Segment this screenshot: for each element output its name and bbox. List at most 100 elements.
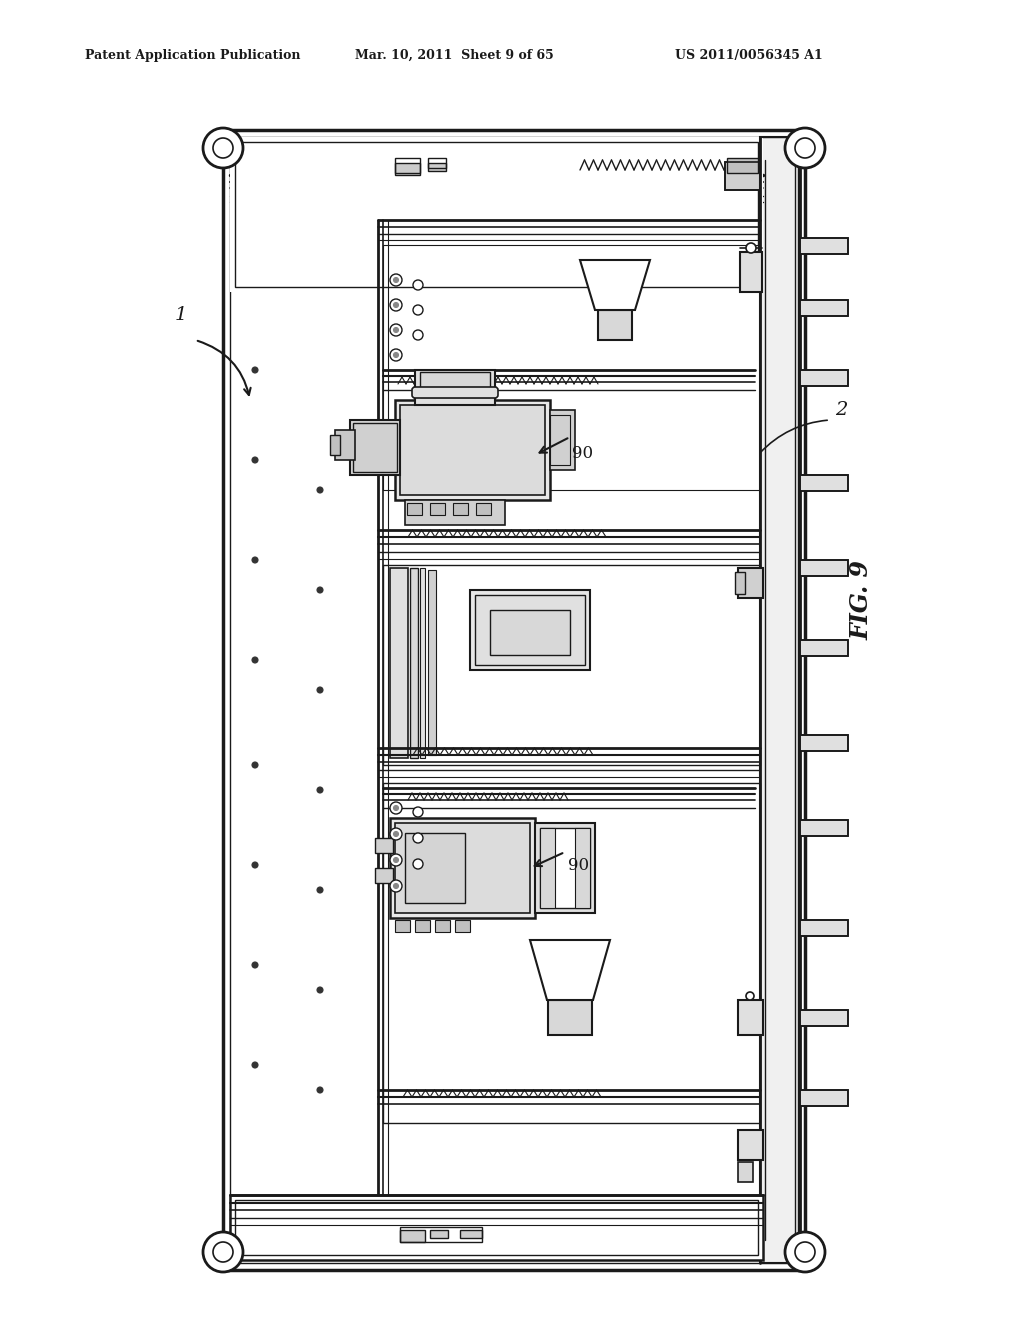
Bar bbox=[535, 822, 595, 913]
Circle shape bbox=[390, 275, 402, 286]
Circle shape bbox=[393, 302, 398, 308]
Bar bbox=[800, 640, 848, 656]
Bar bbox=[428, 158, 446, 168]
Circle shape bbox=[390, 854, 402, 866]
Circle shape bbox=[317, 487, 323, 492]
Circle shape bbox=[785, 128, 825, 168]
Circle shape bbox=[203, 128, 243, 168]
Circle shape bbox=[785, 1232, 825, 1272]
Bar bbox=[476, 503, 490, 515]
Bar bbox=[800, 370, 848, 385]
FancyBboxPatch shape bbox=[412, 387, 498, 399]
Circle shape bbox=[252, 962, 258, 968]
Bar bbox=[400, 1228, 482, 1242]
Circle shape bbox=[317, 587, 323, 593]
Bar bbox=[410, 568, 418, 758]
Bar bbox=[725, 162, 760, 190]
Circle shape bbox=[413, 807, 423, 817]
Bar bbox=[383, 565, 760, 766]
Bar bbox=[800, 560, 848, 576]
Bar bbox=[223, 129, 805, 1270]
Circle shape bbox=[746, 243, 756, 253]
Bar bbox=[800, 300, 848, 315]
Bar bbox=[800, 300, 848, 315]
Bar bbox=[415, 370, 495, 405]
Bar bbox=[395, 158, 420, 173]
Bar bbox=[383, 246, 760, 490]
Circle shape bbox=[317, 787, 323, 793]
Bar bbox=[800, 475, 848, 491]
Bar bbox=[735, 572, 745, 594]
Bar bbox=[540, 828, 555, 908]
Bar bbox=[455, 920, 470, 932]
Circle shape bbox=[213, 1242, 233, 1262]
Text: 1: 1 bbox=[175, 306, 187, 323]
Bar bbox=[800, 640, 848, 656]
Bar bbox=[800, 560, 848, 576]
Bar bbox=[230, 1195, 763, 1261]
Bar bbox=[738, 568, 763, 598]
Bar bbox=[800, 735, 848, 751]
Circle shape bbox=[390, 803, 402, 814]
Bar bbox=[335, 430, 355, 459]
Bar bbox=[407, 503, 422, 515]
Text: Mar. 10, 2011  Sheet 9 of 65: Mar. 10, 2011 Sheet 9 of 65 bbox=[355, 49, 554, 62]
Bar bbox=[453, 503, 468, 515]
Bar bbox=[406, 500, 505, 525]
Circle shape bbox=[252, 457, 258, 463]
Bar bbox=[540, 828, 590, 908]
Bar bbox=[353, 422, 397, 473]
Text: US 2011/0056345 A1: US 2011/0056345 A1 bbox=[675, 49, 822, 62]
Circle shape bbox=[252, 862, 258, 869]
Bar bbox=[800, 1090, 848, 1106]
Circle shape bbox=[252, 557, 258, 564]
Circle shape bbox=[393, 352, 398, 358]
Bar bbox=[383, 783, 760, 1123]
Circle shape bbox=[390, 323, 402, 337]
Bar bbox=[350, 420, 400, 475]
Circle shape bbox=[393, 858, 398, 862]
Circle shape bbox=[390, 300, 402, 312]
Bar bbox=[420, 372, 490, 397]
Bar bbox=[395, 920, 410, 932]
Polygon shape bbox=[580, 260, 650, 310]
Polygon shape bbox=[530, 940, 610, 1001]
Circle shape bbox=[252, 762, 258, 768]
Circle shape bbox=[413, 859, 423, 869]
Circle shape bbox=[413, 305, 423, 315]
Circle shape bbox=[413, 330, 423, 341]
Circle shape bbox=[795, 1242, 815, 1262]
Bar bbox=[383, 783, 760, 1123]
Bar bbox=[548, 1001, 592, 1035]
Bar bbox=[575, 828, 590, 908]
Bar bbox=[406, 833, 465, 903]
Circle shape bbox=[393, 883, 398, 888]
Text: 2: 2 bbox=[835, 401, 848, 418]
Circle shape bbox=[317, 1086, 323, 1093]
Bar bbox=[475, 595, 585, 665]
Bar bbox=[400, 405, 545, 495]
Bar bbox=[800, 735, 848, 751]
Bar bbox=[800, 920, 848, 936]
Circle shape bbox=[393, 805, 398, 810]
Bar bbox=[800, 1010, 848, 1026]
Bar bbox=[550, 414, 570, 465]
Bar bbox=[230, 137, 798, 1263]
Circle shape bbox=[317, 887, 323, 894]
Bar bbox=[230, 137, 763, 292]
Bar bbox=[760, 137, 800, 1263]
Circle shape bbox=[393, 327, 398, 333]
Circle shape bbox=[393, 277, 398, 282]
Bar bbox=[234, 1200, 758, 1255]
Bar bbox=[800, 475, 848, 491]
Circle shape bbox=[390, 348, 402, 360]
Bar bbox=[375, 838, 393, 853]
Bar bbox=[490, 610, 570, 655]
Bar bbox=[415, 920, 430, 932]
Bar bbox=[800, 370, 848, 385]
Bar bbox=[420, 568, 425, 758]
Bar bbox=[428, 570, 436, 755]
Bar bbox=[800, 1010, 848, 1026]
Bar bbox=[725, 162, 760, 190]
Bar bbox=[390, 818, 535, 917]
